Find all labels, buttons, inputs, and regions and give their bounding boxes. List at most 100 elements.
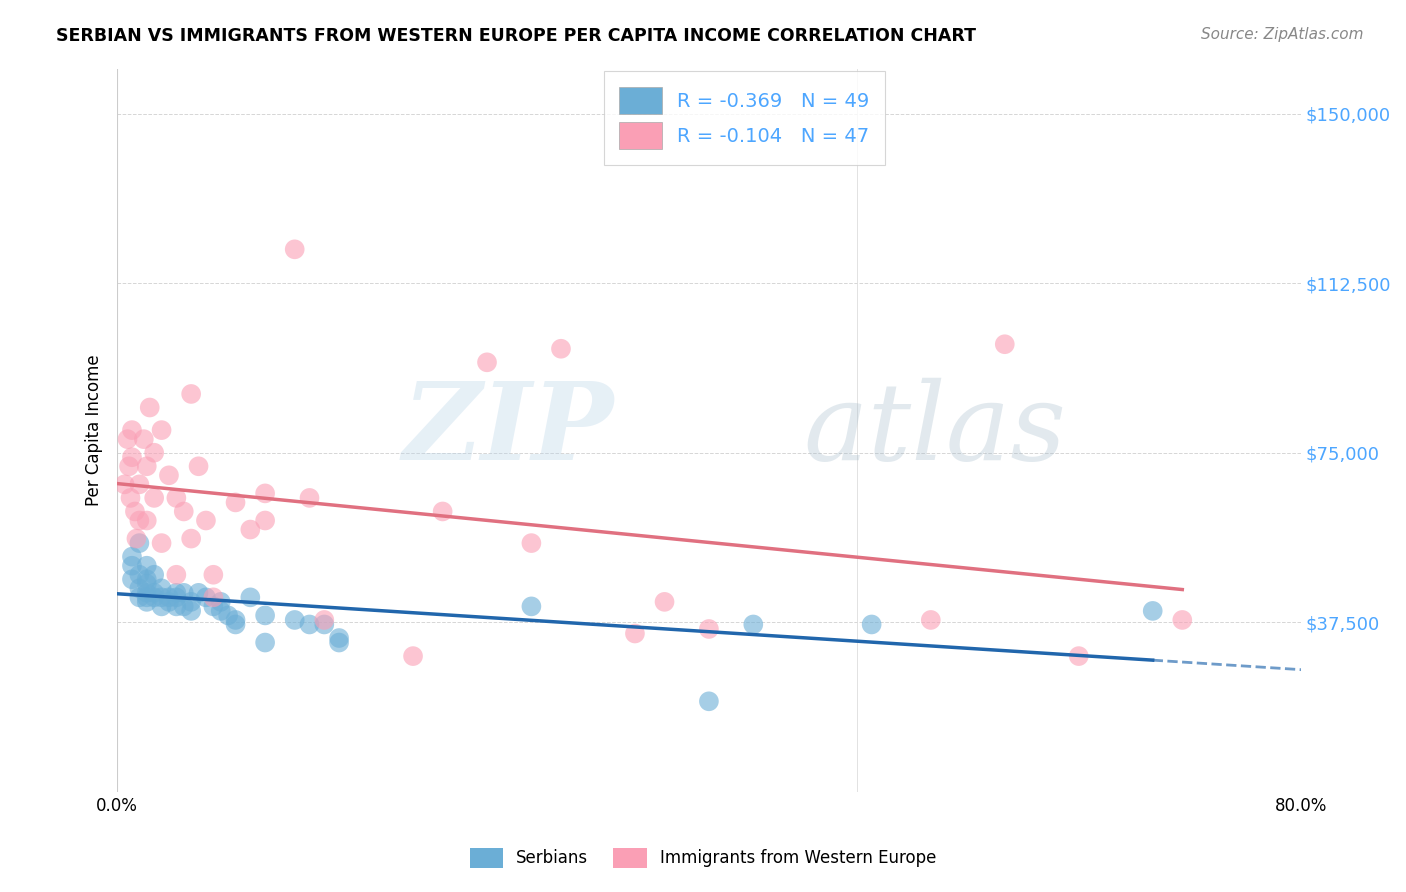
Point (121, 549, 143, 564)
Point (135, 576, 157, 591)
Point (1067, 649, 1090, 664)
Point (124, 504, 146, 518)
Point (402, 649, 425, 664)
Point (550, 342, 572, 356)
Point (254, 486, 277, 500)
Point (121, 423, 143, 437)
Point (742, 617, 765, 632)
Point (225, 495, 247, 509)
Point (121, 558, 143, 573)
Point (1142, 604, 1164, 618)
Text: ZIP: ZIP (404, 377, 614, 483)
Point (328, 631, 350, 645)
Point (254, 514, 277, 528)
Point (254, 608, 277, 623)
Point (128, 567, 150, 582)
Point (180, 532, 202, 546)
Point (150, 536, 173, 550)
Point (135, 591, 157, 605)
Point (225, 613, 247, 627)
Point (165, 599, 187, 614)
Point (173, 586, 195, 600)
Point (239, 523, 262, 537)
Point (143, 586, 166, 600)
Point (150, 599, 173, 614)
Point (187, 459, 209, 474)
Legend: Serbians, Immigrants from Western Europe: Serbians, Immigrants from Western Europe (463, 841, 943, 875)
Point (314, 617, 336, 632)
Point (173, 504, 195, 518)
Point (225, 617, 247, 632)
Point (202, 567, 225, 582)
Point (120, 491, 142, 505)
Point (150, 423, 173, 437)
Point (284, 613, 307, 627)
Text: Source: ZipAtlas.com: Source: ZipAtlas.com (1201, 27, 1364, 42)
Point (239, 591, 262, 605)
Point (143, 491, 166, 505)
Point (202, 599, 225, 614)
Point (209, 604, 232, 618)
Point (624, 626, 647, 640)
Point (135, 514, 157, 528)
Point (920, 613, 942, 627)
Point (128, 536, 150, 550)
Point (157, 595, 180, 609)
Point (150, 591, 173, 605)
Point (187, 586, 209, 600)
Point (165, 586, 187, 600)
Point (298, 491, 321, 505)
Point (128, 582, 150, 596)
Point (194, 514, 217, 528)
Y-axis label: Per Capita Income: Per Capita Income (86, 354, 103, 506)
Point (143, 591, 166, 605)
Point (209, 595, 232, 609)
Point (165, 567, 187, 582)
Point (165, 491, 187, 505)
Point (157, 468, 180, 483)
Point (165, 591, 187, 605)
Point (180, 604, 202, 618)
Point (520, 536, 543, 550)
Point (520, 599, 543, 614)
Point (135, 572, 157, 586)
Point (135, 558, 157, 573)
Point (314, 613, 336, 627)
Point (135, 586, 157, 600)
Point (697, 622, 720, 636)
Point (135, 459, 157, 474)
Point (121, 450, 143, 465)
Point (654, 595, 676, 609)
Point (298, 617, 321, 632)
Point (121, 572, 143, 586)
Point (328, 635, 350, 649)
Point (157, 591, 180, 605)
Point (432, 504, 454, 518)
Legend: R = -0.369   N = 49, R = -0.104   N = 47: R = -0.369 N = 49, R = -0.104 N = 47 (603, 71, 886, 165)
Point (202, 591, 225, 605)
Point (143, 446, 166, 460)
Point (143, 567, 166, 582)
Point (475, 355, 498, 369)
Point (1171, 613, 1194, 627)
Point (117, 432, 139, 446)
Point (284, 243, 307, 257)
Point (860, 617, 883, 632)
Text: SERBIAN VS IMMIGRANTS FROM WESTERN EUROPE PER CAPITA INCOME CORRELATION CHART: SERBIAN VS IMMIGRANTS FROM WESTERN EUROP… (56, 27, 976, 45)
Point (994, 337, 1017, 351)
Point (150, 582, 173, 596)
Point (114, 477, 136, 491)
Point (180, 387, 202, 401)
Point (128, 591, 150, 605)
Point (254, 635, 277, 649)
Point (118, 459, 141, 474)
Point (697, 694, 720, 708)
Point (128, 514, 150, 528)
Point (128, 477, 150, 491)
Point (173, 599, 195, 614)
Point (125, 532, 148, 546)
Text: atlas: atlas (804, 377, 1067, 483)
Point (138, 401, 160, 415)
Point (217, 608, 239, 623)
Point (194, 591, 217, 605)
